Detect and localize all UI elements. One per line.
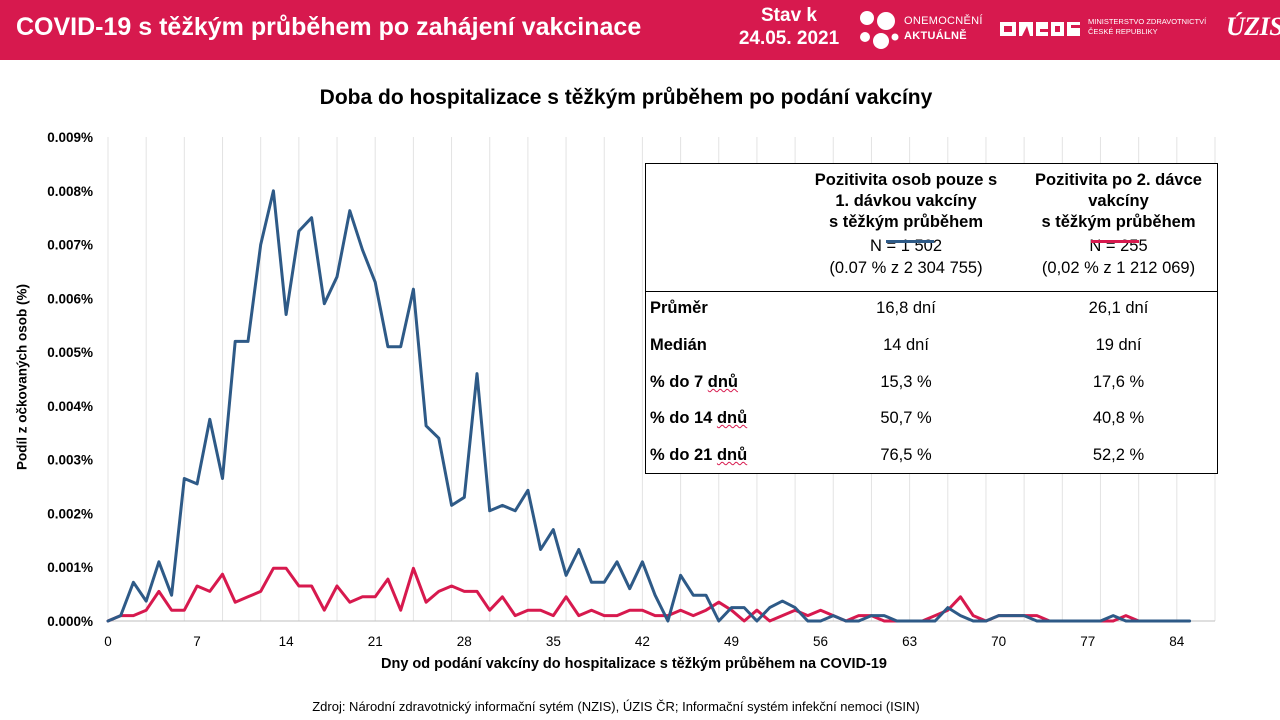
x-tick-label: 35: [546, 634, 561, 649]
second-dose-share: (0,02 % z 1 212 069): [1041, 259, 1196, 277]
x-axis-label: Dny od podání vakcíny do hospitalizace s…: [380, 656, 887, 672]
onemocneni-aktualne-logo-icon: [860, 11, 899, 49]
table-row: % do 21 dnů 76,5 % 52,2 %: [650, 446, 1145, 464]
x-tick-label: 56: [813, 634, 828, 649]
x-tick-label: 7: [193, 634, 201, 649]
y-tick-label: 0.007%: [47, 238, 93, 253]
x-tick-label: 28: [457, 634, 472, 649]
y-tick-label: 0.004%: [47, 399, 93, 414]
first-dose-count: N = 1 502: [869, 237, 942, 255]
x-tick-label: 77: [1080, 634, 1095, 649]
status-date-label: Stav k: [761, 5, 817, 26]
source-note: Zdroj: Národní zdravotnický informační s…: [312, 699, 920, 714]
y-tick-label: 0.008%: [47, 184, 93, 199]
x-tick-label: 14: [279, 634, 295, 649]
uzis-logo: ÚZIS: [1226, 12, 1280, 41]
chart-title: Doba do hospitalizace s těžkým průběhem …: [319, 86, 933, 109]
series-line-second-dose: [106, 566, 1141, 623]
y-tick-label: 0.009%: [47, 130, 93, 145]
column-header-first-dose: Pozitivita osob pouze s 1. dávkou vakcín…: [791, 170, 1021, 279]
mzcr-logo-icon: [1000, 22, 1080, 36]
y-tick-label: 0.002%: [47, 506, 93, 521]
y-tick-label: 0.001%: [47, 560, 93, 575]
table-row: Medián 14 dní 19 dní: [650, 336, 1142, 354]
series-line-first-dose: [106, 189, 1192, 623]
second-dose-count: N = 255: [1089, 237, 1148, 255]
x-tick-label: 63: [902, 634, 917, 649]
legend-swatch-second-dose: [1091, 240, 1139, 243]
first-dose-share: (0.07 % z 2 304 755): [829, 259, 983, 277]
y-tick-label: 0.003%: [47, 453, 93, 468]
y-axis-label: Podíl z očkovaných osob (%): [14, 283, 30, 471]
onemocneni-aktualne-logo-text: ONEMOCNĚNÍ AKTUÁLNĚ: [904, 15, 983, 42]
status-date: Stav k 24.05. 2021: [722, 4, 856, 50]
mzcr-logo-text: MINISTERSTVO ZDRAVOTNICTVÍ ČESKÉ REPUBLI…: [1088, 17, 1207, 36]
page-title: COVID-19 s těžkým průběhem po zahájení v…: [16, 13, 642, 41]
status-date-value: 24.05. 2021: [738, 28, 840, 49]
x-tick-label: 84: [1169, 634, 1185, 649]
x-tick-label: 21: [368, 634, 383, 649]
table-row: % do 7 dnů 15,3 % 17,6 %: [650, 373, 1145, 391]
header-bar: COVID-19 s těžkým průběhem po zahájení v…: [0, 0, 1280, 60]
y-tick-label: 0.005%: [47, 345, 93, 360]
x-tick-label: 0: [104, 634, 112, 649]
table-row: % do 14 dnů 50,7 % 40,8 %: [650, 409, 1145, 427]
statistics-table: Pozitivita osob pouze s 1. dávkou vakcín…: [645, 163, 1218, 474]
table-row: Průměr 16,8 dní 26,1 dní: [650, 299, 1149, 317]
x-tick-label: 42: [635, 634, 650, 649]
statistics-table-header: Pozitivita osob pouze s 1. dávkou vakcín…: [646, 164, 1217, 292]
y-tick-label: 0.000%: [47, 614, 93, 629]
x-tick-label: 49: [724, 634, 739, 649]
y-tick-label: 0.006%: [47, 291, 93, 306]
x-tick-label: 70: [991, 634, 1006, 649]
column-header-second-dose: Pozitivita po 2. dávce vakcíny s těžkým …: [1021, 170, 1216, 279]
legend-swatch-first-dose: [886, 240, 934, 243]
